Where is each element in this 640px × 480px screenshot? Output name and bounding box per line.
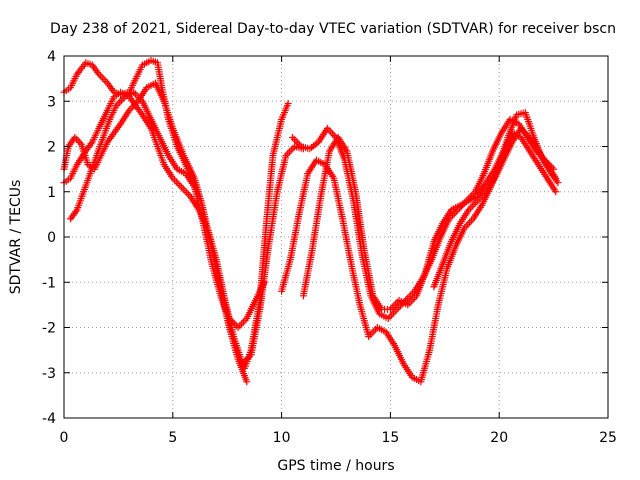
data-point: [234, 324, 242, 331]
data-series: [60, 88, 307, 368]
data-series: [278, 109, 562, 386]
x-tick-label: 20: [490, 430, 508, 446]
data-point: [552, 188, 560, 196]
data-point: [284, 100, 292, 108]
data-point: [172, 178, 180, 186]
data-point: [178, 183, 186, 191]
data-point: [243, 378, 251, 386]
data-point: [236, 322, 244, 330]
x-tick-label: 10: [273, 430, 291, 446]
data-point: [116, 98, 124, 106]
data-point: [74, 137, 82, 145]
data-point: [183, 189, 191, 197]
y-tick-label: -2: [42, 321, 56, 337]
y-tick-label: 3: [47, 94, 56, 110]
data-point: [292, 137, 300, 145]
data-point: [554, 179, 562, 187]
data-point: [386, 313, 394, 321]
data-series: [430, 124, 560, 291]
data-point: [238, 320, 246, 328]
data-point: [329, 130, 337, 138]
y-tick-label: -3: [42, 366, 56, 382]
data-point: [552, 174, 560, 182]
y-tick-label: -1: [42, 275, 56, 291]
data-point: [368, 329, 376, 337]
data-point: [239, 318, 247, 326]
data-point: [466, 219, 474, 227]
data-point: [289, 144, 297, 152]
x-tick-label: 5: [168, 430, 177, 446]
x-tick-label: 25: [599, 430, 617, 446]
data-point: [327, 128, 335, 136]
data-series: [299, 129, 560, 313]
data-point: [287, 146, 295, 154]
data-point: [176, 181, 184, 189]
data-point: [372, 325, 380, 333]
data-point: [98, 74, 106, 82]
data-point: [288, 133, 296, 141]
y-tick-label: 4: [47, 49, 56, 65]
x-axis-label: GPS time / hours: [277, 458, 394, 474]
data-point: [73, 135, 81, 143]
points-layer: [60, 57, 562, 386]
x-tick-label: 0: [60, 430, 69, 446]
x-tick-label: 15: [381, 430, 399, 446]
y-tick-label: -4: [42, 411, 56, 427]
y-tick-label: 1: [47, 185, 56, 201]
data-point: [285, 148, 293, 156]
data-point: [290, 135, 298, 143]
ticks-layer: 0 5 10 15 20 25 -4 -3 -2 -1 0 1 2 3 4: [42, 49, 617, 446]
data-point: [76, 139, 84, 147]
data-point: [468, 202, 476, 210]
data-point: [181, 187, 189, 195]
data-point: [117, 96, 125, 104]
y-tick-label: 2: [47, 140, 56, 156]
data-point: [174, 180, 182, 188]
data-point: [260, 278, 268, 286]
data-point: [100, 76, 108, 84]
chart-title: Day 238 of 2021, Sidereal Day-to-day VTE…: [50, 21, 616, 37]
y-axis-label: SDTVAR / TECUs: [8, 180, 24, 295]
data-series: [67, 88, 268, 331]
y-tick-label: 0: [47, 230, 56, 246]
data-point: [71, 133, 79, 141]
data-point: [464, 220, 472, 228]
data-point: [131, 90, 139, 98]
